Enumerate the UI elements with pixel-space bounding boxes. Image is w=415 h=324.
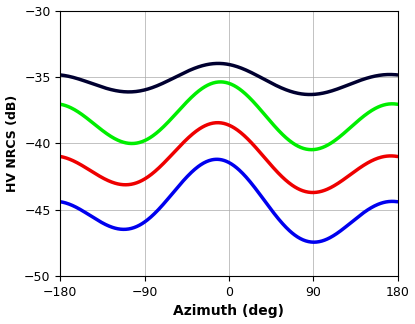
X-axis label: Azimuth (deg): Azimuth (deg) bbox=[173, 305, 284, 318]
Y-axis label: HV NRCS (dB): HV NRCS (dB) bbox=[5, 95, 19, 192]
